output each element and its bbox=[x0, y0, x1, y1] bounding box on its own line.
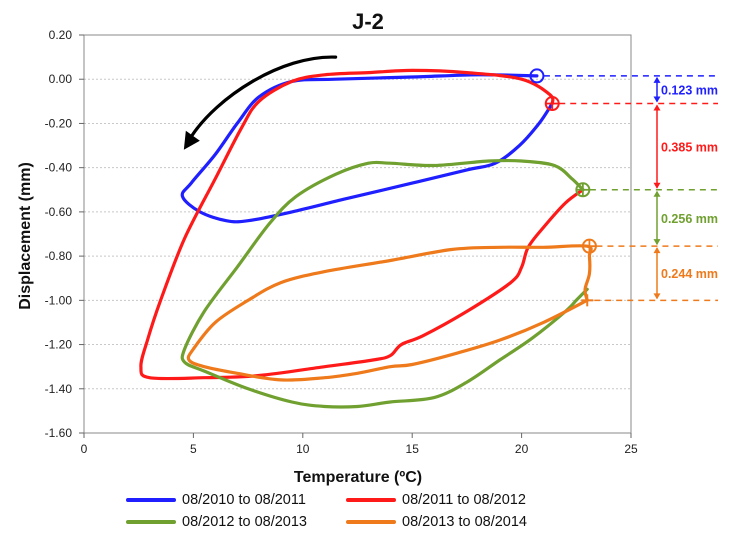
y-tick-label: -1.40 bbox=[45, 382, 73, 396]
series-markers bbox=[529, 68, 597, 307]
x-axis-label: Temperature (ºC) bbox=[294, 469, 422, 486]
legend: 08/2010 to 08/2011 08/2011 to 08/2012 08… bbox=[126, 490, 606, 534]
legend-swatch-series-1 bbox=[126, 498, 176, 502]
legend-label-series-2: 08/2011 to 08/2012 bbox=[402, 492, 526, 508]
direction-arrow-shaft bbox=[190, 55, 338, 138]
chart-title: J-2 bbox=[352, 9, 384, 34]
x-tick-label: 10 bbox=[296, 442, 310, 456]
offset-arrowhead bbox=[653, 293, 661, 300]
y-tick-label: 0.00 bbox=[49, 72, 73, 86]
x-tick-label: 25 bbox=[624, 442, 638, 456]
direction-arrow-head bbox=[183, 130, 200, 150]
legend-swatch-series-4 bbox=[346, 520, 396, 524]
direction-arrow bbox=[183, 55, 338, 150]
offset-label: 0.244 mm bbox=[661, 267, 718, 281]
y-tick-label: 0.20 bbox=[49, 28, 73, 42]
legend-label-series-4: 08/2013 to 08/2014 bbox=[402, 514, 527, 530]
offset-arrowhead bbox=[653, 239, 661, 246]
y-tick-label: -0.20 bbox=[45, 116, 73, 130]
offset-label: 0.256 mm bbox=[661, 212, 718, 226]
offset-guides: 0.123 mm 0.385 mm 0.256 mm 0.244 mm bbox=[543, 75, 718, 302]
legend-item-series-3: 08/2012 to 08/2013 bbox=[126, 512, 307, 532]
y-tick-label: -1.20 bbox=[45, 338, 73, 352]
x-tick-label: 0 bbox=[81, 442, 88, 456]
offset-arrowhead bbox=[653, 96, 661, 103]
y-tick-label: -0.60 bbox=[45, 205, 73, 219]
series-line-2 bbox=[139, 68, 585, 381]
offset-arrowhead bbox=[653, 247, 661, 254]
y-tick-label: -1.60 bbox=[45, 426, 73, 440]
y-tick-label: -0.80 bbox=[45, 249, 73, 263]
plot-border bbox=[83, 34, 632, 434]
y-tick-label: -1.00 bbox=[45, 293, 73, 307]
y-axis-label: Displacement (mm) bbox=[17, 162, 34, 310]
x-axis-ticks: 0 5 10 15 20 25 bbox=[81, 433, 638, 456]
series-marker-1 bbox=[529, 68, 545, 84]
legend-label-series-3: 08/2012 to 08/2013 bbox=[182, 514, 307, 530]
offset-arrowhead bbox=[653, 190, 661, 197]
series-line-3 bbox=[180, 158, 589, 409]
offset-label: 0.385 mm bbox=[661, 141, 718, 155]
series-line-4 bbox=[186, 244, 593, 382]
legend-item-series-1: 08/2010 to 08/2011 bbox=[126, 490, 306, 510]
x-tick-label: 5 bbox=[190, 442, 197, 456]
offset-arrowhead bbox=[653, 76, 661, 83]
offset-arrowhead bbox=[653, 182, 661, 189]
legend-swatch-series-3 bbox=[126, 520, 176, 524]
offset-arrowhead bbox=[653, 104, 661, 111]
offset-label: 0.123 mm bbox=[661, 84, 718, 98]
y-tick-label: -0.40 bbox=[45, 161, 73, 175]
x-tick-label: 15 bbox=[406, 442, 420, 456]
legend-item-series-2: 08/2011 to 08/2012 bbox=[346, 490, 526, 510]
series-lines bbox=[139, 68, 593, 409]
legend-item-series-4: 08/2013 to 08/2014 bbox=[346, 512, 527, 532]
series-line-1 bbox=[180, 73, 554, 224]
x-tick-label: 20 bbox=[515, 442, 529, 456]
y-axis-ticks: 0.20 0.00 -0.20 -0.40 -0.60 -0.80 -1.00 -1.20 -1… bbox=[45, 28, 84, 440]
legend-swatch-series-2 bbox=[346, 498, 396, 502]
legend-label-series-1: 08/2010 to 08/2011 bbox=[182, 492, 306, 508]
